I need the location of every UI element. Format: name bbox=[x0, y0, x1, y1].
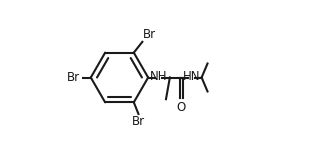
Text: NH: NH bbox=[149, 70, 167, 83]
Text: O: O bbox=[177, 101, 186, 114]
Text: Br: Br bbox=[143, 28, 156, 41]
Text: Br: Br bbox=[132, 115, 146, 128]
Text: HN: HN bbox=[183, 70, 200, 83]
Text: Br: Br bbox=[67, 71, 80, 84]
